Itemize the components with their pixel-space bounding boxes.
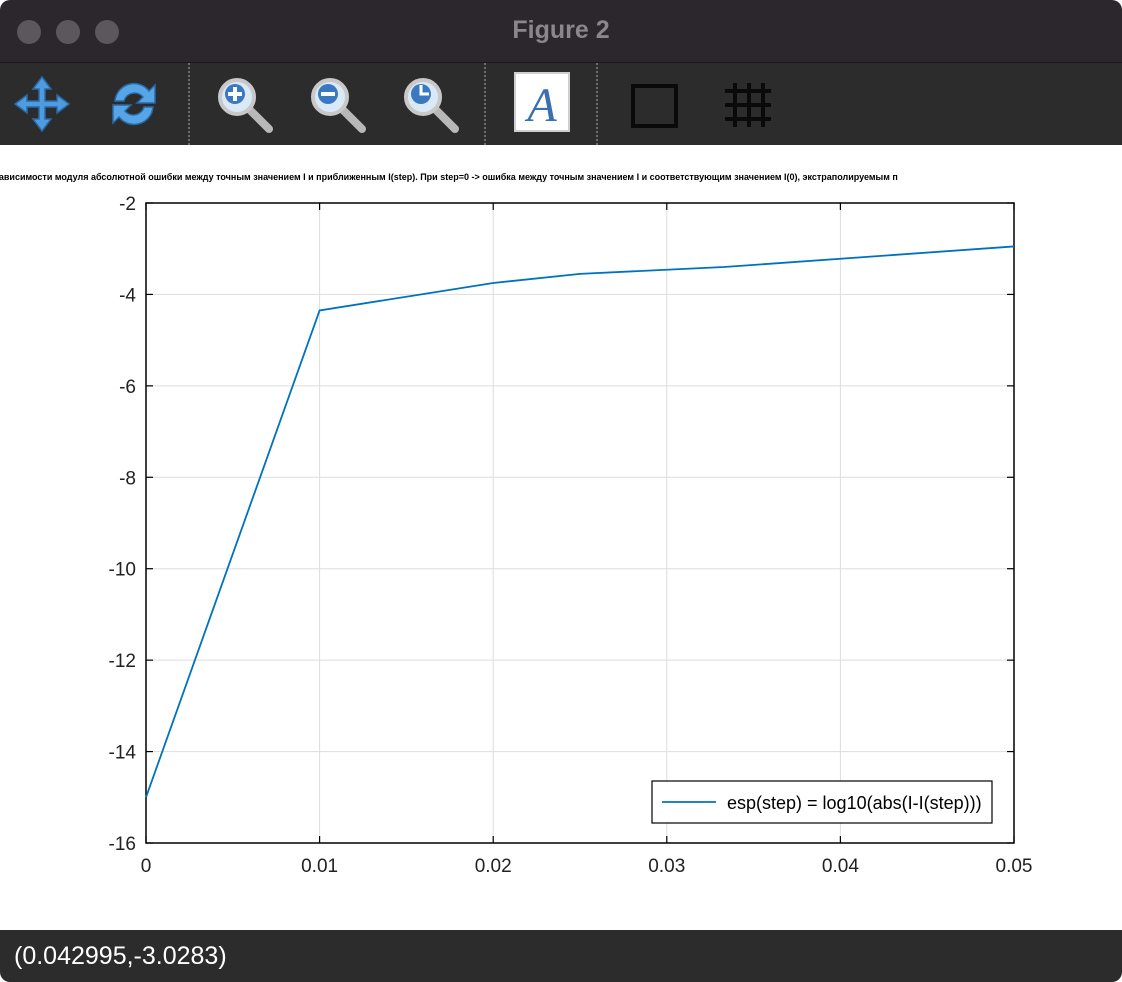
toggle-box-button[interactable] [622,71,688,137]
zoom-window-button[interactable] [95,20,119,44]
toolbar-separator [596,63,598,145]
title-bar: Figure 2 [0,0,1122,63]
grid-icon [725,83,771,127]
minimize-window-button[interactable] [56,20,80,44]
pan-arrows-icon [13,75,71,133]
status-bar: (0.042995,-3.0283) [0,930,1122,982]
cursor-coordinates: (0.042995,-3.0283) [14,942,227,970]
plot-area[interactable]: ик зависимости модуля абсолютной ошибки … [0,145,1122,930]
x-tick-label: 0.05 [996,856,1033,877]
rotate-icon [112,82,156,126]
close-window-button[interactable] [17,20,41,44]
pan-button[interactable] [9,71,75,137]
zoom-in-button[interactable] [211,71,277,137]
rotate-button[interactable] [101,71,167,137]
chart-title: ик зависимости модуля абсолютной ошибки … [0,172,898,182]
y-tick-label: -14 [109,743,137,764]
y-tick-label: -4 [119,285,136,306]
legend-label: esp(step) = log10(abs(I-I(step))) [727,793,982,813]
x-tick-label: 0 [141,856,152,877]
toolbar-separator [484,63,486,145]
x-tick-label: 0.03 [648,856,685,877]
y-tick-label: -16 [109,834,136,855]
x-tick-label: 0.04 [822,856,859,877]
line-chart[interactable]: ик зависимости модуля абсолютной ошибки … [0,145,1122,930]
y-tick-label: -12 [109,651,136,672]
zoom-out-icon [311,78,366,133]
zoom-reset-icon [404,78,459,133]
axes-box [145,202,1015,844]
box-icon [631,84,678,128]
zoom-in-icon [218,78,273,133]
x-tick-label: 0.01 [301,856,338,877]
svg-text:A: A [524,79,557,132]
legend[interactable]: esp(step) = log10(abs(I-I(step))) [651,780,993,824]
toolbar: A [0,63,1122,145]
y-tick-label: -2 [119,194,136,215]
toolbar-separator [188,63,190,145]
y-tick-label: -8 [119,468,136,489]
x-tick-label: 0.02 [475,856,512,877]
window-title: Figure 2 [512,16,610,44]
zoom-reset-button[interactable] [397,71,463,137]
y-tick-label: -10 [109,560,136,581]
y-tick-label: -6 [119,377,136,398]
zoom-out-button[interactable] [304,71,370,137]
text-a-icon: A [514,72,570,132]
series-line[interactable] [145,245,1015,798]
toggle-grid-button[interactable] [715,71,781,137]
insert-text-button[interactable]: A [509,71,575,137]
